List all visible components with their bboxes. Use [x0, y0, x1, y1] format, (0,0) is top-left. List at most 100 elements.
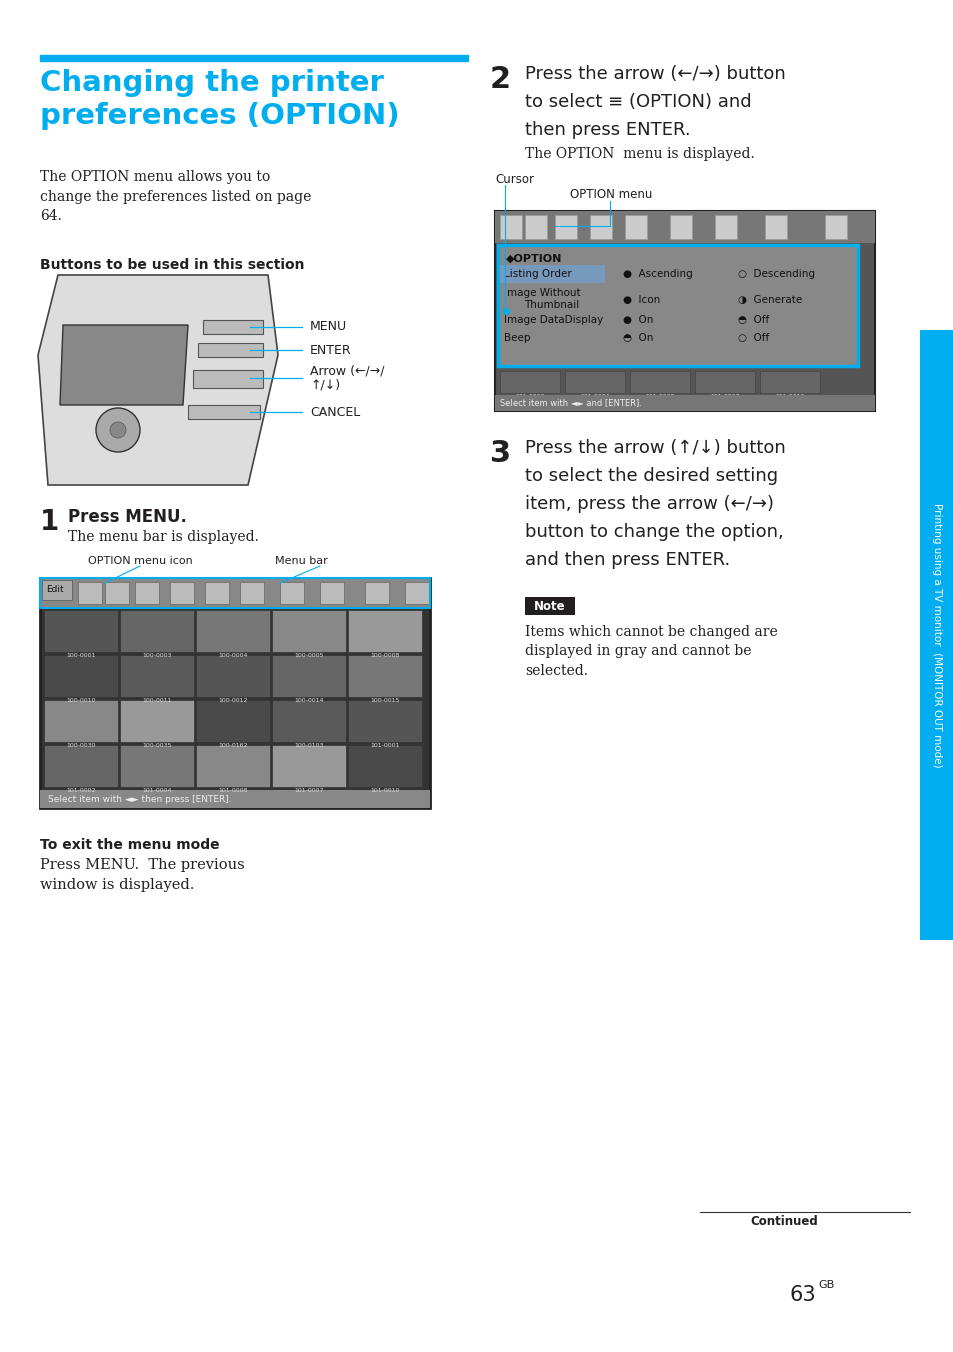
Text: ●  On: ● On: [622, 315, 653, 324]
Bar: [272, 700, 346, 742]
Bar: [495, 395, 874, 411]
Bar: [497, 245, 857, 366]
Bar: [589, 215, 612, 239]
Bar: [195, 700, 270, 742]
Bar: [714, 215, 737, 239]
Bar: [319, 581, 344, 604]
Text: Select item with ◄► and [ENTER].: Select item with ◄► and [ENTER].: [499, 399, 641, 407]
Bar: [524, 598, 575, 615]
Bar: [44, 745, 118, 787]
Bar: [40, 579, 430, 808]
Bar: [42, 580, 71, 600]
Text: Listing Order: Listing Order: [503, 269, 571, 279]
Text: ◑  Generate: ◑ Generate: [738, 295, 801, 306]
Bar: [135, 581, 159, 604]
Bar: [348, 610, 421, 652]
Text: GB: GB: [817, 1280, 833, 1290]
Bar: [495, 211, 874, 411]
Bar: [272, 610, 346, 652]
Bar: [40, 579, 430, 608]
Bar: [499, 215, 521, 239]
Text: 101-0007: 101-0007: [709, 393, 739, 399]
Text: 100-0103: 100-0103: [294, 744, 323, 748]
Text: The menu bar is displayed.: The menu bar is displayed.: [68, 530, 258, 544]
Text: Thumbnail: Thumbnail: [523, 300, 578, 310]
Text: To exit the menu mode: To exit the menu mode: [40, 838, 219, 852]
Bar: [555, 215, 577, 239]
Bar: [499, 265, 604, 283]
Bar: [348, 654, 421, 698]
Bar: [188, 406, 260, 419]
Text: button to change the option,: button to change the option,: [524, 523, 783, 541]
Circle shape: [110, 422, 126, 438]
Bar: [348, 700, 421, 742]
Text: 100-0005: 100-0005: [294, 653, 323, 658]
Bar: [629, 370, 689, 393]
Bar: [760, 370, 820, 393]
Text: 100-0003: 100-0003: [142, 653, 172, 658]
Text: Beep: Beep: [503, 333, 530, 343]
Text: 2: 2: [490, 65, 511, 95]
Text: ○  Descending: ○ Descending: [738, 269, 814, 279]
Bar: [495, 211, 874, 243]
Bar: [40, 55, 468, 61]
Text: 100-0162: 100-0162: [218, 744, 248, 748]
Bar: [272, 745, 346, 787]
Bar: [524, 215, 546, 239]
Text: Note: Note: [534, 599, 565, 612]
Bar: [198, 343, 263, 357]
Bar: [205, 581, 229, 604]
Text: 100-0012: 100-0012: [218, 698, 248, 703]
Text: Image Without: Image Without: [503, 288, 580, 297]
Text: 100-0030: 100-0030: [66, 744, 95, 748]
Text: ENTER: ENTER: [310, 343, 352, 357]
Bar: [824, 215, 846, 239]
Bar: [240, 581, 264, 604]
Bar: [203, 320, 263, 334]
Polygon shape: [60, 324, 188, 406]
Text: Image DataDisplay: Image DataDisplay: [503, 315, 602, 324]
Text: and then press ENTER.: and then press ENTER.: [524, 552, 729, 569]
Text: CANCEL: CANCEL: [310, 406, 360, 419]
Text: 100-0035: 100-0035: [142, 744, 172, 748]
Text: 101-0002: 101-0002: [66, 788, 95, 794]
Bar: [170, 581, 193, 604]
Text: ◆OPTION: ◆OPTION: [505, 254, 561, 264]
Bar: [564, 370, 624, 393]
Text: 101-0004: 101-0004: [142, 788, 172, 794]
Text: Items which cannot be changed are
displayed in gray and cannot be
selected.: Items which cannot be changed are displa…: [524, 625, 777, 677]
Text: Arrow (←/→/
↑/↓): Arrow (←/→/ ↑/↓): [310, 364, 384, 392]
Bar: [193, 370, 263, 388]
Text: OPTION menu: OPTION menu: [569, 188, 652, 201]
Bar: [195, 745, 270, 787]
Text: Changing the printer
preferences (OPTION): Changing the printer preferences (OPTION…: [40, 69, 399, 131]
Bar: [120, 700, 193, 742]
Bar: [120, 654, 193, 698]
Text: 63: 63: [789, 1284, 816, 1305]
Bar: [695, 370, 754, 393]
Text: Edit: Edit: [46, 585, 64, 595]
Text: 101-0008: 101-0008: [218, 788, 248, 794]
Text: Continued: Continued: [749, 1215, 817, 1228]
Text: to select ≡ (OPTION) and: to select ≡ (OPTION) and: [524, 93, 751, 111]
Bar: [272, 654, 346, 698]
Bar: [764, 215, 786, 239]
Text: Press MENU.: Press MENU.: [68, 508, 187, 526]
Text: Select item with ◄► then press [ENTER].: Select item with ◄► then press [ENTER].: [48, 795, 232, 803]
Text: 101-0007: 101-0007: [294, 788, 323, 794]
Text: Press the arrow (←/→) button: Press the arrow (←/→) button: [524, 65, 785, 82]
Text: 3: 3: [490, 439, 511, 468]
Text: Cursor: Cursor: [495, 173, 534, 187]
Text: ●  Icon: ● Icon: [622, 295, 659, 306]
Text: ◓  Off: ◓ Off: [738, 315, 768, 324]
Text: 100-0015: 100-0015: [370, 698, 399, 703]
Bar: [365, 581, 389, 604]
Text: The OPTION  menu is displayed.: The OPTION menu is displayed.: [524, 147, 754, 161]
Text: 101-0002: 101-0002: [515, 393, 544, 399]
Bar: [120, 610, 193, 652]
Text: 1: 1: [40, 508, 59, 535]
Text: 101-0001: 101-0001: [370, 744, 399, 748]
Bar: [195, 654, 270, 698]
Text: The OPTION menu allows you to
change the preferences listed on page
64.: The OPTION menu allows you to change the…: [40, 170, 311, 223]
Text: item, press the arrow (←/→): item, press the arrow (←/→): [524, 495, 773, 512]
